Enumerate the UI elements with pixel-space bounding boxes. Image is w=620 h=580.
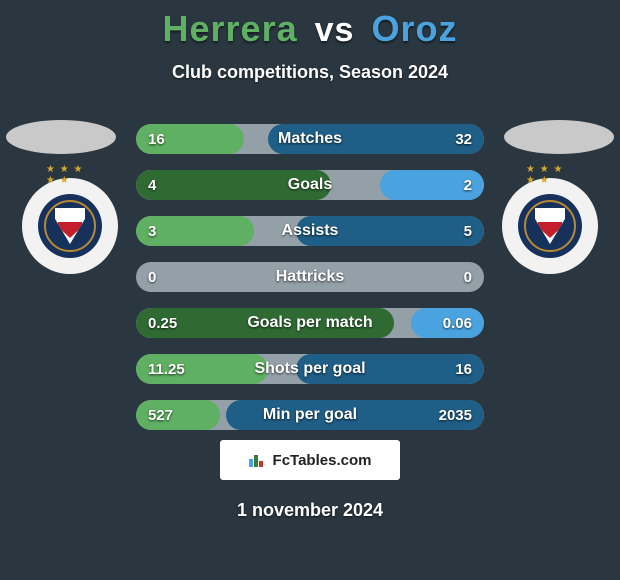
- player2-name: Oroz: [371, 8, 457, 49]
- player2-club-badge: ★ ★ ★ ★ ★: [502, 178, 598, 274]
- subtitle: Club competitions, Season 2024: [0, 62, 620, 83]
- player1-club-badge: ★ ★ ★ ★ ★: [22, 178, 118, 274]
- stat-value-left: 16: [136, 124, 177, 154]
- stat-value-left: 3: [136, 216, 168, 246]
- logo-text: FcTables.com: [273, 452, 372, 469]
- stat-value-right: 16: [443, 354, 484, 384]
- stat-row: Min per goal5272035: [136, 400, 484, 430]
- stat-value-left: 11.25: [136, 354, 197, 384]
- badge-stars: ★ ★ ★ ★ ★: [46, 164, 94, 186]
- stat-value-right: 2: [452, 170, 484, 200]
- stat-value-left: 0: [136, 262, 168, 292]
- stat-value-right: 32: [443, 124, 484, 154]
- logo-chart-icon: [249, 453, 267, 467]
- stat-value-right: 0: [452, 262, 484, 292]
- page-title: Herrera vs Oroz: [0, 0, 620, 50]
- date-label: 1 november 2024: [0, 500, 620, 521]
- stat-value-right: 2035: [427, 400, 484, 430]
- player1-photo-placeholder: [6, 120, 116, 154]
- stat-row: Assists3 5: [136, 216, 484, 246]
- stat-row: Shots per goal11.2516: [136, 354, 484, 384]
- stat-label: Matches: [136, 124, 484, 154]
- stat-value-right: 0.06: [431, 308, 484, 338]
- vs-text: vs: [315, 11, 355, 49]
- stat-label: Goals: [136, 170, 484, 200]
- stat-label: Hattricks: [136, 262, 484, 292]
- stat-value-left: 0.25: [136, 308, 189, 338]
- stat-value-left: 527: [136, 400, 185, 430]
- badge-stars: ★ ★ ★ ★ ★: [526, 164, 574, 186]
- stat-value-right: 5: [452, 216, 484, 246]
- stat-label: Assists: [136, 216, 484, 246]
- stat-bars-container: Matches1632Goals42Assists35Hattricks00Go…: [136, 124, 484, 446]
- stat-row: Matches16 32: [136, 124, 484, 154]
- stat-row: Hattricks0 0: [136, 262, 484, 292]
- player1-name: Herrera: [163, 8, 298, 49]
- stat-row: Goals4 2: [136, 170, 484, 200]
- player2-photo-placeholder: [504, 120, 614, 154]
- stat-row: Goals per match0.250.06: [136, 308, 484, 338]
- fctables-logo: FcTables.com: [220, 440, 400, 480]
- stat-value-left: 4: [136, 170, 168, 200]
